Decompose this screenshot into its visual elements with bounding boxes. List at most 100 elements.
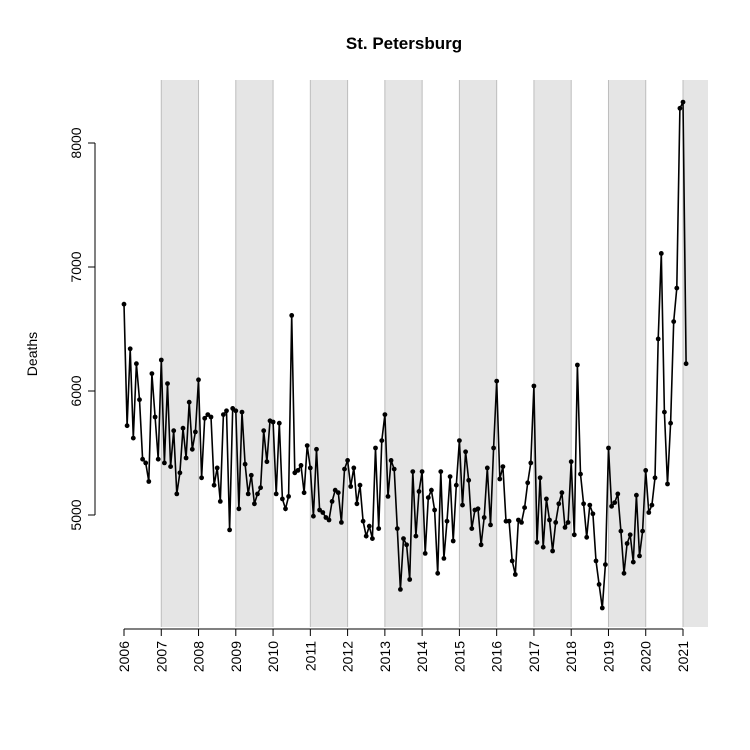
data-point-107 [453,482,459,488]
x-tick-label-2019: 2019 [600,641,616,672]
data-point-39 [242,461,248,467]
band-2019 [607,80,647,627]
data-point-12 [158,357,164,363]
data-point-42 [252,501,257,507]
data-point-41 [248,472,254,478]
data-point-130 [525,480,531,486]
data-point-67 [329,499,335,504]
data-point-146 [575,362,580,368]
data-point-158 [612,500,618,505]
data-point-120 [494,378,500,384]
data-point-52 [283,506,288,512]
data-point-49 [273,491,279,497]
data-point-105 [447,474,453,479]
data-point-131 [528,460,534,466]
data-point-40 [245,491,251,497]
data-point-71 [342,466,347,472]
data-point-142 [562,525,568,530]
data-point-141 [559,490,565,496]
data-point-13 [162,460,167,466]
data-point-74 [351,465,357,471]
data-point-82 [376,526,382,531]
data-point-44 [258,485,263,491]
data-point-103 [441,556,447,561]
x-tick-label-2013: 2013 [377,641,393,672]
data-point-34 [227,527,233,533]
data-point-69 [335,490,341,496]
data-point-59 [304,443,310,448]
data-point-174 [662,409,667,415]
data-point-45 [261,428,267,434]
data-point-108 [457,438,462,443]
x-tick-label-2014: 2014 [414,641,430,672]
data-point-72 [345,458,350,463]
data-point-119 [491,445,496,451]
x-tick-label-2012: 2012 [340,641,356,672]
x-tick-label-2021: 2021 [675,641,691,672]
data-point-153 [596,582,602,587]
data-point-75 [354,501,360,507]
data-point-79 [366,523,372,529]
data-point-5 [137,397,142,403]
data-point-168 [643,468,649,473]
data-point-139 [553,520,559,525]
data-point-86 [388,458,394,463]
data-point-133 [534,539,540,545]
data-point-140 [556,501,562,507]
data-point-64 [320,510,326,515]
data-point-24 [196,377,201,383]
deaths-series [121,99,689,611]
data-point-6 [140,456,146,462]
data-point-111 [466,477,472,483]
data-point-138 [550,548,555,554]
data-point-181 [683,361,689,367]
data-point-43 [255,491,260,497]
data-point-121 [497,476,503,482]
data-point-155 [603,562,608,567]
data-point-87 [391,466,397,472]
data-point-22 [189,446,195,452]
data-point-132 [531,383,537,389]
data-point-28 [208,414,214,420]
band-2021 [682,80,708,627]
data-point-23 [193,429,198,435]
data-point-15 [168,464,174,469]
data-point-117 [484,465,490,471]
band-2009 [235,80,274,627]
data-point-163 [627,532,633,538]
y-axis: 5000 6000 7000 8000 [68,127,96,531]
chart-title: St. Petersburg [346,34,462,53]
data-point-26 [202,415,208,421]
x-tick-label-2011: 2011 [302,641,318,671]
data-point-50 [276,420,282,426]
x-tick-label-2008: 2008 [191,641,207,672]
data-point-177 [671,319,677,324]
data-point-93 [410,469,416,474]
data-point-92 [407,577,413,582]
x-tick-label-2020: 2020 [638,641,654,672]
data-point-161 [621,570,627,576]
y-tick-label-6000: 6000 [68,375,84,406]
data-point-14 [165,381,170,386]
x-tick-label-2015: 2015 [451,641,467,672]
data-point-112 [469,526,475,531]
data-point-38 [239,409,245,415]
data-point-180 [680,99,686,105]
data-point-30 [214,465,220,471]
data-point-8 [146,479,152,484]
x-tick-label-2017: 2017 [526,641,542,672]
data-point-115 [478,542,484,548]
data-point-62 [314,446,319,452]
y-tick-label-5000: 5000 [68,499,84,530]
x-tick-label-2010: 2010 [265,641,281,672]
data-point-78 [363,533,369,539]
data-point-89 [398,587,403,592]
data-point-48 [270,419,276,425]
data-point-129 [522,505,527,510]
data-point-134 [537,475,543,481]
data-point-32 [221,412,226,417]
data-point-126 [512,572,518,577]
data-point-109 [460,502,465,508]
data-point-11 [155,456,161,462]
